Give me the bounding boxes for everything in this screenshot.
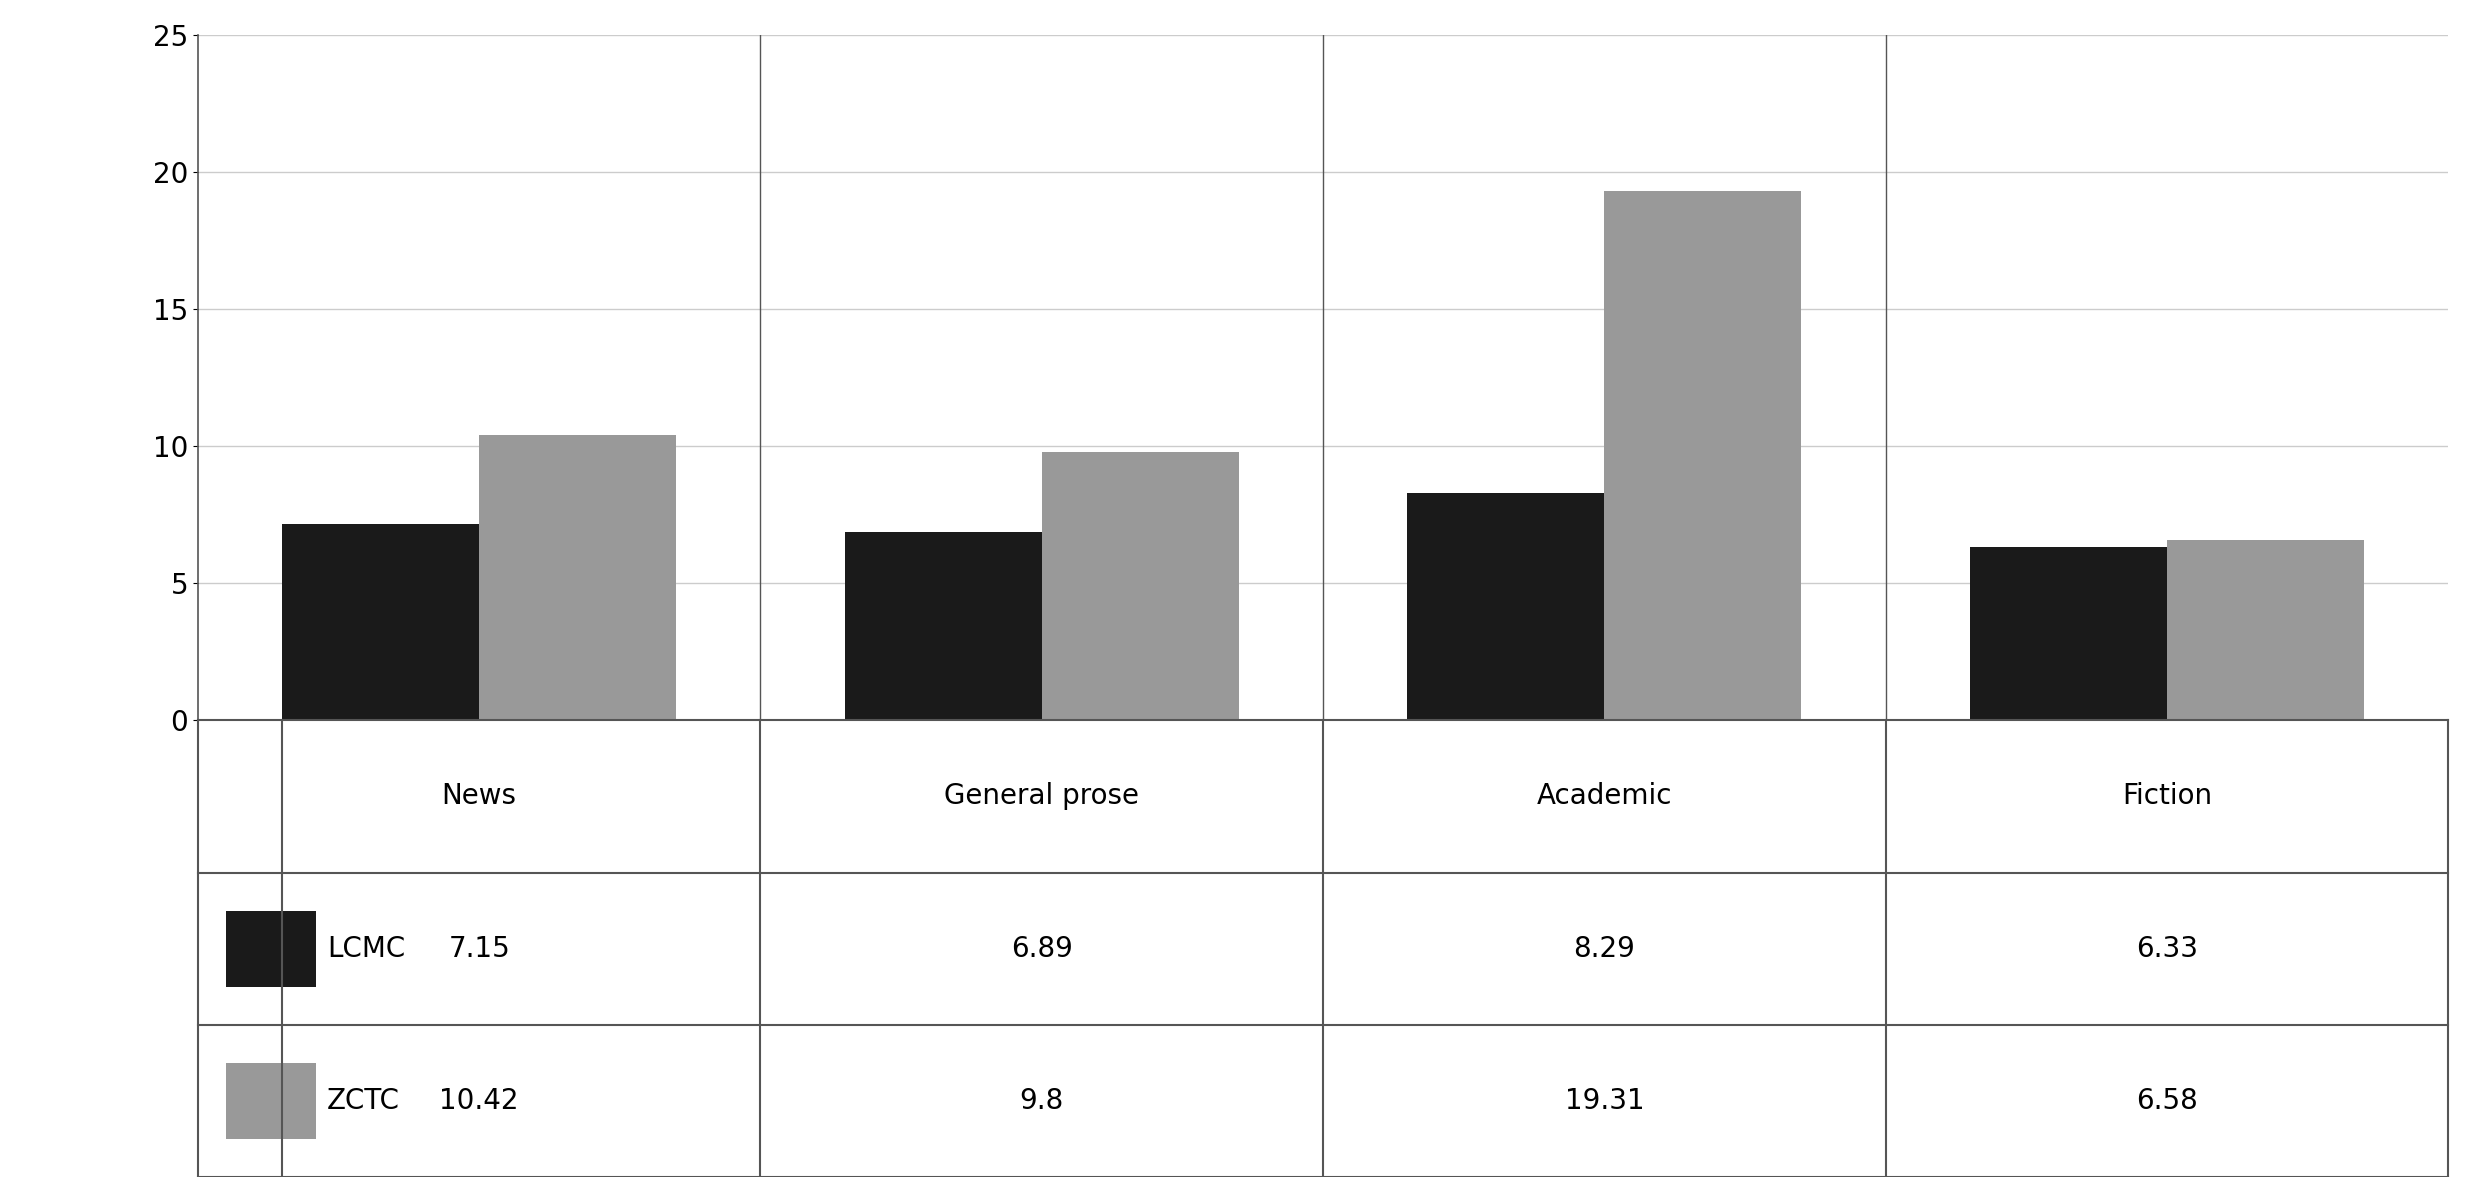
Text: 6.58: 6.58 [2137, 1086, 2198, 1115]
Text: Academic: Academic [1536, 783, 1672, 811]
Bar [225, 911, 317, 986]
Text: LCMC: LCMC [326, 935, 406, 963]
Text: 10.42: 10.42 [440, 1086, 519, 1115]
Text: General prose: General prose [945, 783, 1140, 811]
Text: Fiction: Fiction [2122, 783, 2211, 811]
Text: ZCTC: ZCTC [326, 1086, 401, 1115]
Text: 19.31: 19.31 [1565, 1086, 1645, 1115]
Text: 7.15: 7.15 [448, 935, 509, 963]
Text: 6.89: 6.89 [1011, 935, 1073, 963]
Bar [1605, 191, 1800, 720]
Text: 8.29: 8.29 [1573, 935, 1635, 963]
Bar [480, 434, 675, 720]
Bar [2166, 540, 2364, 720]
Text: News: News [443, 783, 517, 811]
Bar [282, 525, 480, 720]
Bar [225, 1063, 317, 1139]
Bar [1041, 452, 1239, 720]
Bar [1971, 547, 2166, 720]
Bar [846, 532, 1041, 720]
Text: 9.8: 9.8 [1019, 1086, 1063, 1115]
Text: 6.33: 6.33 [2137, 935, 2198, 963]
Bar [1407, 493, 1605, 720]
